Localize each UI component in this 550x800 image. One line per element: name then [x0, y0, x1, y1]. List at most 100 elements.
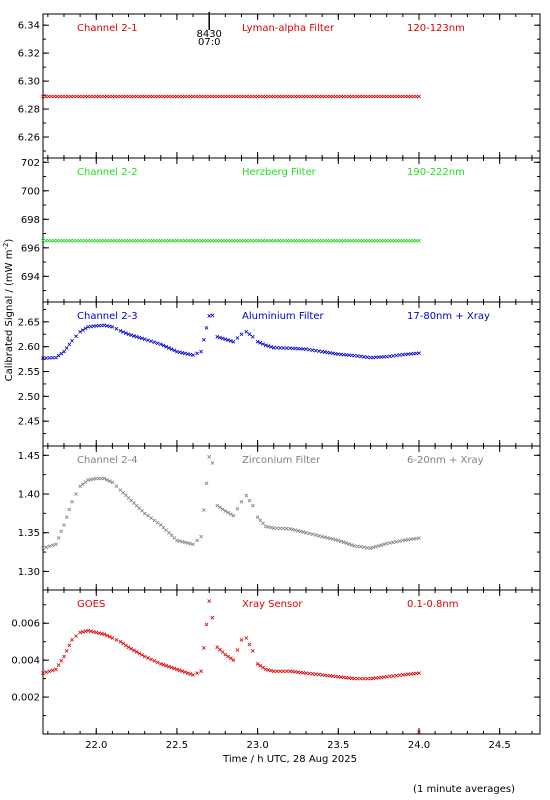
data-point [207, 599, 212, 603]
data-point [110, 324, 115, 329]
panel-5: 0.002 0.004 0.006 GOES Xray Sensor 0.1-0.8nm [11, 589, 541, 735]
data-point [307, 531, 312, 536]
data-point [317, 533, 321, 538]
data-point [255, 515, 260, 520]
data-point [388, 674, 392, 679]
y-tick-label: 6.28 [18, 105, 40, 116]
data-point [281, 526, 286, 531]
data-point [284, 526, 289, 531]
data-point [310, 532, 315, 537]
data-point [62, 523, 66, 527]
data-point [388, 354, 392, 359]
data-point [83, 480, 88, 485]
data-point [244, 636, 249, 640]
data-point [78, 630, 82, 635]
y-axis-label-close: ) [4, 239, 15, 243]
data-point [204, 622, 209, 627]
y-tick-label: 698 [21, 215, 40, 226]
panel-frame [42, 589, 541, 735]
data-point [391, 353, 396, 358]
data-point [255, 339, 260, 344]
y-axis-label: Calibrated Signal / (mW m-2) [2, 239, 15, 382]
data-point [66, 238, 71, 243]
band-label: 190-222nm [407, 167, 465, 178]
data-point [43, 94, 48, 99]
y-tick-label: 1.45 [18, 451, 40, 462]
data-point [175, 667, 179, 672]
data-point [231, 339, 236, 344]
data-point [304, 347, 308, 352]
data-point [397, 539, 402, 543]
data-point [64, 515, 69, 520]
data-point [310, 671, 315, 676]
data-point [80, 238, 85, 243]
data-point [199, 669, 204, 674]
panel-2: 694 696 698 700 702 Channel 2-2 Herzberg Filte… [21, 157, 541, 303]
data-point [307, 347, 312, 352]
data-point [204, 481, 209, 486]
data-point [88, 94, 93, 99]
data-point [164, 344, 169, 349]
data-point [244, 493, 249, 498]
data-point [298, 529, 303, 534]
data-point [275, 669, 279, 674]
data-point [43, 238, 48, 243]
data-point [258, 518, 263, 523]
data-point [64, 346, 69, 350]
data-point [325, 535, 330, 540]
data-point [239, 637, 244, 642]
data-point [235, 336, 240, 340]
data-point [271, 526, 276, 530]
x-tick-label: 24.5 [489, 740, 511, 751]
data-point [374, 544, 378, 549]
data-point [105, 633, 109, 638]
data-point [94, 630, 99, 635]
data-point [56, 535, 61, 540]
data-point [231, 513, 236, 518]
data-point [207, 314, 212, 318]
band-label: 17-80nm + Xray [407, 311, 490, 322]
panel-frame [42, 301, 541, 447]
data-point [228, 339, 233, 343]
data-point [142, 337, 147, 342]
data-point [188, 672, 193, 676]
data-point [88, 629, 93, 634]
data-point [397, 673, 402, 678]
data-point [44, 545, 49, 550]
data-point [149, 657, 153, 662]
data-point [215, 503, 220, 508]
data-point [155, 660, 160, 665]
x-tick-label: 22.5 [166, 740, 188, 751]
panel-4: 1.30 1.35 1.40 1.45 Channel 2-4 Zirconium Fil… [18, 445, 541, 591]
data-point [152, 659, 157, 663]
data-point [235, 648, 240, 652]
data-point [278, 526, 283, 531]
data-point [394, 539, 399, 544]
data-point [134, 334, 139, 339]
data-point [71, 94, 76, 99]
data-point [123, 643, 128, 648]
data-point [161, 343, 166, 348]
data-point [52, 94, 57, 99]
data-point [177, 668, 182, 673]
data-point [195, 351, 199, 356]
band-label: 120-123nm [407, 23, 465, 34]
data-point [146, 656, 150, 660]
data-point [384, 674, 389, 679]
data-point [220, 507, 225, 512]
y-tick-label: 1.30 [18, 567, 40, 578]
data-point [155, 341, 160, 346]
data-point [204, 325, 209, 330]
data-point [281, 669, 286, 674]
y-tick-label: 696 [21, 243, 40, 254]
data-point [218, 505, 222, 510]
data-point [70, 637, 74, 642]
data-point [239, 332, 244, 337]
data-point [223, 509, 228, 513]
data-point [231, 658, 236, 663]
data-point [349, 543, 354, 547]
data-point [284, 669, 289, 674]
data-point [66, 94, 71, 99]
data-point [132, 334, 136, 338]
